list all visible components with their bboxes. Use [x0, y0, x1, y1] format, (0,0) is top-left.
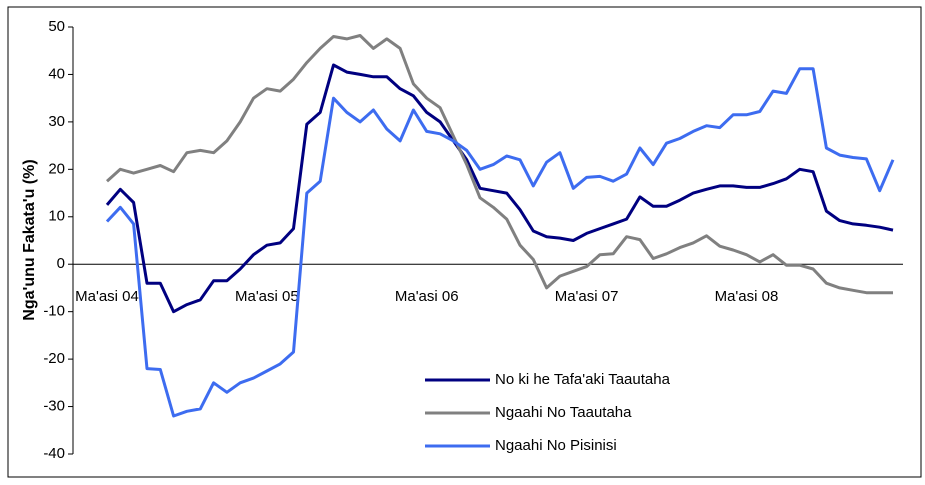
- y-tick-label: 10: [48, 208, 65, 225]
- y-axis-label: Nga'unu Fakata'u (%): [21, 159, 38, 320]
- chart-border: [7, 6, 922, 478]
- y-tick-label: -20: [43, 350, 65, 367]
- y-tick-label: 20: [48, 160, 65, 177]
- y-tick-label: 0: [57, 255, 65, 272]
- x-tick-label: Ma'asi 07: [555, 288, 619, 305]
- series-line: [105, 63, 894, 314]
- x-tick-label: Ma'asi 04: [75, 288, 139, 305]
- y-tick-label: 30: [48, 113, 65, 130]
- legend-label: Ngaahi No Taautaha: [495, 404, 632, 421]
- y-tick-label: -40: [43, 445, 65, 462]
- y-tick-label: 50: [48, 18, 65, 35]
- legend-label: Ngaahi No Pisinisi: [495, 437, 617, 454]
- x-tick-label: Ma'asi 06: [395, 288, 459, 305]
- x-tick-label: Ma'asi 05: [235, 288, 299, 305]
- series-line: [105, 34, 893, 295]
- x-tick-label: Ma'asi 08: [715, 288, 779, 305]
- y-tick-label: -10: [43, 303, 65, 320]
- legend-label: No ki he Tafa'aki Taautaha: [495, 371, 671, 388]
- y-tick-label: 40: [48, 65, 65, 82]
- y-tick-label: -30: [43, 398, 65, 415]
- series-line: [105, 67, 895, 418]
